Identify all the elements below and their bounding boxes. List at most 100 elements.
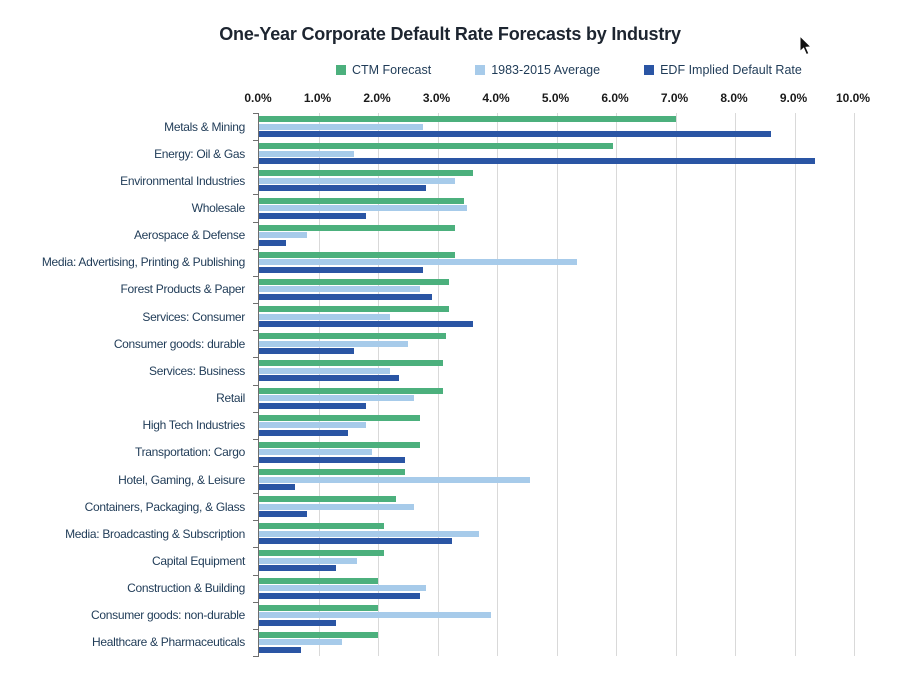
category-label: Healthcare & Pharmaceuticals — [91, 635, 245, 650]
bar-1983-2015-average — [259, 313, 390, 320]
x-axis-tick-label: 2.0% — [363, 91, 391, 105]
bar-group — [259, 194, 854, 221]
bar-edf-implied-default-rate — [259, 538, 453, 545]
x-axis-tick-label: 4.0% — [482, 91, 510, 105]
y-axis-tick — [253, 275, 259, 277]
legend-label: CTM Forecast — [352, 63, 432, 77]
bar-group — [259, 357, 854, 384]
category-label: Wholesale — [191, 201, 246, 215]
bar-ctm-forecast — [259, 523, 384, 530]
plot-area — [253, 113, 855, 657]
bar-group — [259, 276, 854, 303]
bar-group — [259, 113, 854, 140]
bar-group — [259, 167, 854, 194]
bar-1983-2015-average — [259, 259, 578, 266]
category-label: Construction & Building — [127, 581, 245, 596]
x-axis-tick-label: 3.0% — [422, 91, 451, 105]
category-label: Capital Equipment — [152, 553, 245, 568]
y-axis-tick — [253, 574, 259, 576]
bar-ctm-forecast — [259, 469, 405, 475]
bar-ctm-forecast — [259, 116, 676, 123]
y-axis-tick — [253, 194, 259, 196]
gridline — [616, 113, 617, 656]
y-axis-tick — [253, 520, 259, 522]
bar-ctm-forecast — [259, 278, 450, 285]
bar-1983-2015-average — [259, 476, 530, 483]
gridline — [318, 113, 320, 656]
category-label: Containers, Packaging, & Glass — [84, 499, 246, 514]
bar-ctm-forecast — [259, 577, 378, 584]
x-axis-tick-label: 10.0% — [835, 91, 871, 105]
bar-ctm-forecast — [259, 631, 378, 638]
bar-1983-2015-average — [259, 150, 355, 157]
legend-item: EDF Implied Default Rate — [644, 63, 802, 77]
gridline — [378, 113, 379, 656]
bar-group — [259, 493, 854, 520]
category-label: Metals & Mining — [164, 119, 245, 134]
chart-title: One-Year Corporate Default Rate Forecast… — [219, 24, 681, 44]
bar-ctm-forecast — [259, 496, 396, 503]
bar-1983-2015-average — [259, 286, 420, 293]
y-axis-tick — [253, 465, 259, 467]
category-label: Transportation: Cargo — [135, 445, 245, 460]
bar-group — [259, 602, 854, 629]
bar-1983-2015-average — [259, 205, 468, 211]
bar-ctm-forecast — [259, 387, 444, 394]
bar-group — [259, 520, 854, 547]
y-axis-tick — [253, 656, 259, 657]
category-label: Services: Consumer — [142, 309, 245, 324]
bar-ctm-forecast — [259, 604, 378, 611]
gridline — [735, 113, 736, 656]
gridline — [675, 113, 677, 656]
bar-1983-2015-average — [259, 585, 426, 592]
bar-ctm-forecast — [259, 414, 420, 421]
bar-1983-2015-average — [259, 422, 367, 429]
bar-1983-2015-average — [259, 612, 492, 619]
bar-ctm-forecast — [259, 360, 444, 367]
mouse-cursor-icon — [799, 36, 813, 56]
category-label: Forest Products & Paper — [120, 282, 246, 297]
x-axis-tick-label: 9.0% — [779, 91, 808, 105]
y-axis-tick — [253, 221, 259, 223]
bar-edf-implied-default-rate — [259, 375, 399, 382]
x-axis-tick-label: 1.0% — [303, 91, 332, 105]
category-label: High Tech Industries — [142, 418, 245, 433]
x-axis-tick-label: 5.0% — [541, 91, 570, 105]
bar-group — [259, 629, 854, 656]
bar-group — [259, 412, 854, 439]
bar-edf-implied-default-rate — [259, 619, 337, 626]
x-axis-tick-label: 6.0% — [601, 91, 629, 105]
y-axis-tick — [253, 438, 259, 440]
legend: CTM Forecast 1983-2015 Average EDF Implied… — [336, 63, 802, 77]
legend-item: CTM Forecast — [336, 63, 431, 77]
bar-ctm-forecast — [259, 550, 384, 557]
category-label: Services: Business — [149, 363, 245, 378]
category-label: Media: Broadcasting & Subscription — [65, 526, 245, 541]
x-axis-tick-label: 0.0% — [244, 91, 272, 105]
gridline — [854, 113, 855, 656]
bar-group — [259, 303, 854, 330]
bar-group — [259, 249, 854, 276]
bar-1983-2015-average — [259, 367, 390, 374]
gridline — [794, 113, 796, 656]
y-axis-tick — [253, 384, 259, 386]
y-axis-tick — [253, 330, 259, 332]
bar-ctm-forecast — [259, 333, 447, 340]
bar-group — [259, 140, 854, 167]
category-label: Energy: Oil & Gas — [154, 146, 245, 161]
bar-ctm-forecast — [259, 441, 420, 448]
legend-label: EDF Implied Default Rate — [660, 63, 802, 77]
gridline — [497, 113, 498, 656]
bar-edf-implied-default-rate — [259, 293, 432, 300]
category-label: Hotel, Gaming, & Leisure — [118, 472, 245, 487]
x-axis-tick-label: 8.0% — [720, 91, 748, 105]
bar-1983-2015-average — [259, 123, 423, 130]
bar-edf-implied-default-rate — [259, 511, 307, 518]
bar-edf-implied-default-rate — [259, 348, 355, 355]
bar-1983-2015-average — [259, 177, 456, 184]
legend-swatch-icon — [644, 65, 655, 75]
y-axis-tick — [253, 248, 259, 250]
y-axis-tick — [253, 547, 259, 549]
gridline — [437, 113, 439, 656]
